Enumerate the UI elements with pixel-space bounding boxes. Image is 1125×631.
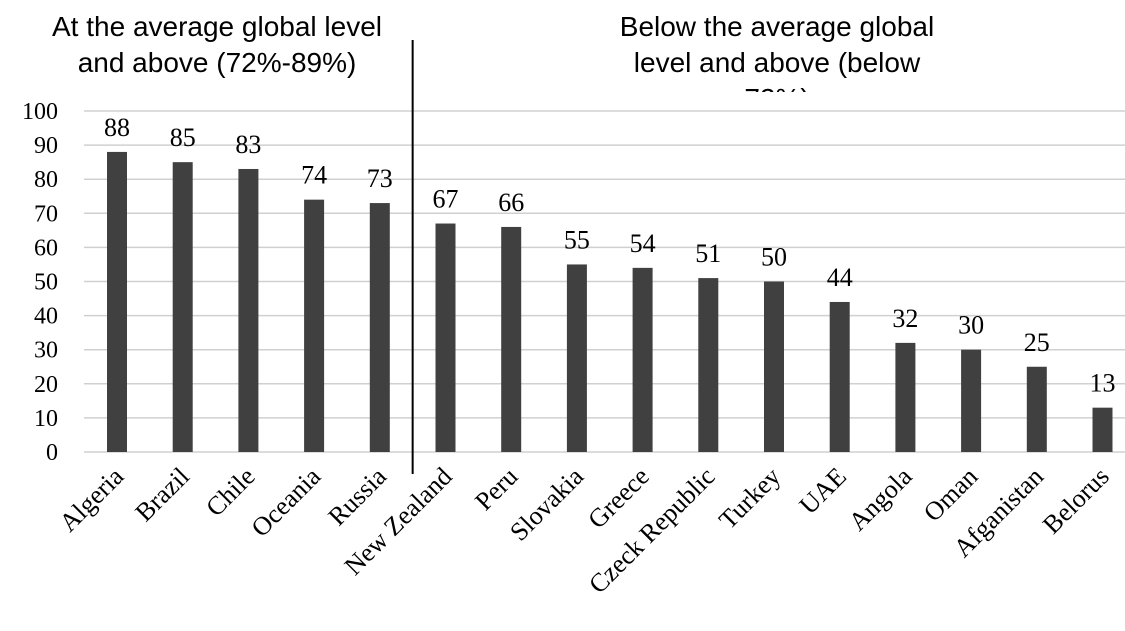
category-label: UAE (794, 462, 852, 520)
y-axis-ticks: 0 10 20 30 40 50 60 70 80 90 100 (22, 99, 58, 466)
y-tick-label: 30 (34, 338, 58, 364)
bar (107, 151, 127, 453)
category-label: Slovakia (504, 461, 589, 546)
y-tick-label: 20 (34, 372, 58, 398)
data-label: 55 (564, 225, 590, 254)
data-label: 66 (498, 188, 524, 217)
bar (632, 267, 653, 452)
bars (107, 151, 1113, 453)
data-label: 54 (630, 229, 656, 258)
data-labels: 88 85 83 74 73 67 66 55 54 51 50 44 32 30 25 13 (104, 113, 1116, 398)
bar (304, 199, 325, 452)
category-label: Chile (200, 462, 260, 522)
y-tick-label: 10 (34, 406, 58, 432)
bar (238, 168, 259, 452)
bar (961, 349, 982, 452)
bar (435, 223, 456, 452)
y-tick-label: 70 (34, 201, 58, 227)
data-label: 30 (958, 311, 984, 340)
y-tick-label: 50 (34, 270, 58, 296)
category-label: Algeria (54, 461, 130, 537)
data-label: 50 (761, 243, 787, 272)
bar (698, 278, 719, 452)
group-title-line: level and above (below (634, 47, 921, 78)
bar (501, 226, 522, 452)
data-label: 51 (695, 239, 721, 268)
data-label: 88 (104, 113, 130, 142)
bar (764, 281, 784, 452)
category-label: Oceania (246, 461, 327, 542)
bar (1026, 366, 1047, 452)
group-title-line: 72%) (744, 83, 809, 114)
y-tick-label: 100 (22, 99, 58, 125)
bar (1092, 407, 1113, 452)
group-title-line: and above (72%-89%) (78, 47, 357, 78)
y-tick-label: 60 (34, 235, 58, 261)
category-label: Belorus (1037, 462, 1115, 540)
bar (369, 203, 390, 452)
bar (566, 264, 587, 452)
data-label: 13 (1090, 369, 1116, 398)
bar (829, 301, 850, 452)
y-tick-label: 80 (34, 167, 58, 193)
category-label: Brazil (130, 462, 195, 527)
y-tick-label: 90 (34, 133, 58, 159)
group-title-line: Below the average global (620, 11, 934, 42)
data-label: 25 (1024, 328, 1050, 357)
data-label: 74 (301, 161, 327, 190)
data-label: 85 (170, 123, 196, 152)
bar (172, 162, 193, 452)
group-title-above: At the average global level and above (72… (52, 11, 382, 78)
data-label: 44 (827, 263, 853, 292)
data-label: 32 (892, 304, 918, 333)
category-label: Turkey (713, 462, 786, 535)
data-label: 83 (235, 130, 261, 159)
category-label: Angola (843, 461, 918, 536)
bar (895, 342, 916, 452)
group-title-below: Below the average global level and above … (620, 11, 934, 114)
y-tick-label: 0 (46, 440, 58, 466)
y-tick-label: 40 (34, 304, 58, 330)
group-title-line: At the average global level (52, 11, 382, 42)
data-label: 73 (367, 164, 393, 193)
category-label: Peru (469, 462, 523, 516)
data-label: 67 (433, 185, 459, 214)
